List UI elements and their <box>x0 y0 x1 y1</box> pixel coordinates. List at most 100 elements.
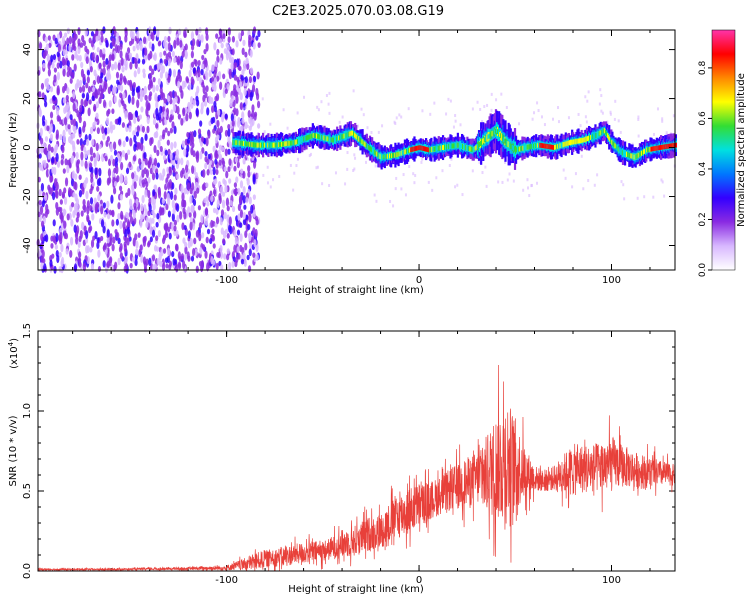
noise-cell <box>181 199 185 208</box>
noise-cell <box>229 200 233 207</box>
colorbar-tick-label: 0.0 <box>698 263 708 278</box>
noise-cell <box>90 176 94 184</box>
noise-cell <box>375 199 378 203</box>
noise-cell <box>251 104 255 113</box>
noise-cell <box>146 125 150 134</box>
noise-cell <box>168 58 172 64</box>
noise-cell <box>173 194 177 201</box>
noise-cell <box>189 237 193 247</box>
noise-cell <box>177 113 181 120</box>
noise-cell <box>57 43 61 53</box>
noise-cell <box>186 137 191 144</box>
noise-cell <box>74 230 79 240</box>
noise-cell <box>148 41 152 49</box>
noise-cell <box>216 134 220 140</box>
noise-cell <box>587 179 590 183</box>
noise-cell <box>272 178 275 182</box>
noise-cell <box>636 196 639 200</box>
y-tick-label: 0.5 <box>22 483 33 499</box>
noise-cell <box>177 251 181 260</box>
noise-cell <box>73 63 77 72</box>
noise-cell <box>210 219 214 229</box>
noise-cell <box>564 176 567 180</box>
noise-cell <box>40 144 44 152</box>
noise-cell <box>96 151 100 162</box>
noise-cell <box>56 71 60 81</box>
noise-cell <box>147 189 151 199</box>
noise-cell <box>39 205 44 215</box>
noise-cell <box>186 131 190 138</box>
noise-cell <box>221 199 226 209</box>
noise-cell <box>155 84 159 92</box>
noise-cell <box>120 210 124 220</box>
noise-cell <box>231 260 235 268</box>
noise-cell <box>189 221 193 231</box>
noise-cell <box>86 69 91 76</box>
noise-cell <box>235 257 239 264</box>
noise-cell <box>157 139 161 149</box>
noise-cell <box>64 82 68 91</box>
noise-cell <box>235 40 239 48</box>
noise-cell <box>122 75 127 83</box>
noise-cell <box>45 43 49 51</box>
noise-cell <box>52 104 56 111</box>
noise-cell <box>252 75 257 83</box>
noise-cell <box>171 212 175 222</box>
noise-cell <box>201 244 206 251</box>
noise-cell <box>86 216 90 223</box>
noise-cell <box>224 184 228 194</box>
noise-cell <box>172 167 176 174</box>
noise-cell <box>327 102 330 106</box>
colorbar-tick-label: 0.4 <box>698 162 708 177</box>
noise-cell <box>228 68 232 76</box>
noise-cell <box>225 170 229 179</box>
noise-cell <box>249 67 254 75</box>
noise-cell <box>218 159 222 166</box>
noise-cell <box>41 200 45 208</box>
noise-cell <box>125 192 129 198</box>
noise-cell <box>86 200 90 209</box>
noise-cell <box>172 207 176 215</box>
noise-cell <box>77 257 82 263</box>
noise-cell <box>62 208 66 217</box>
noise-cell <box>196 187 200 194</box>
noise-cell <box>171 121 175 129</box>
noise-cell <box>43 149 47 155</box>
noise-cell <box>223 211 227 220</box>
noise-cell <box>661 117 664 121</box>
noise-cell <box>282 108 285 112</box>
noise-cell <box>427 180 430 184</box>
noise-cell <box>239 244 243 252</box>
noise-cell <box>238 194 243 205</box>
noise-cell <box>59 134 63 141</box>
noise-cell <box>97 30 101 41</box>
noise-cell <box>219 125 223 134</box>
noise-cell <box>321 182 324 186</box>
noise-cell <box>168 168 173 176</box>
noise-cell <box>239 209 244 219</box>
noise-cell <box>240 175 243 179</box>
noise-cell <box>215 33 219 39</box>
noise-cell <box>94 230 98 240</box>
noise-cell <box>567 116 570 120</box>
noise-cell <box>96 241 100 249</box>
noise-cell <box>147 210 151 217</box>
noise-cell <box>183 187 187 195</box>
noise-cell <box>147 240 151 246</box>
noise-cell <box>135 131 140 137</box>
noise-cell <box>408 164 411 168</box>
noise-cell <box>225 42 229 48</box>
noise-cell <box>188 111 192 120</box>
noise-cell <box>102 47 106 55</box>
noise-cell <box>234 157 239 163</box>
noise-cell <box>154 94 158 102</box>
noise-cell <box>225 197 230 207</box>
noise-cell <box>389 199 392 203</box>
noise-cell <box>140 254 144 263</box>
colorbar: 0.00.20.40.60.8 Normalized spectral ampl… <box>698 29 747 278</box>
noise-cell <box>111 53 115 61</box>
noise-cell <box>202 168 206 178</box>
noise-cell <box>177 158 181 165</box>
noise-cell <box>248 213 252 223</box>
noise-cell <box>133 216 137 225</box>
